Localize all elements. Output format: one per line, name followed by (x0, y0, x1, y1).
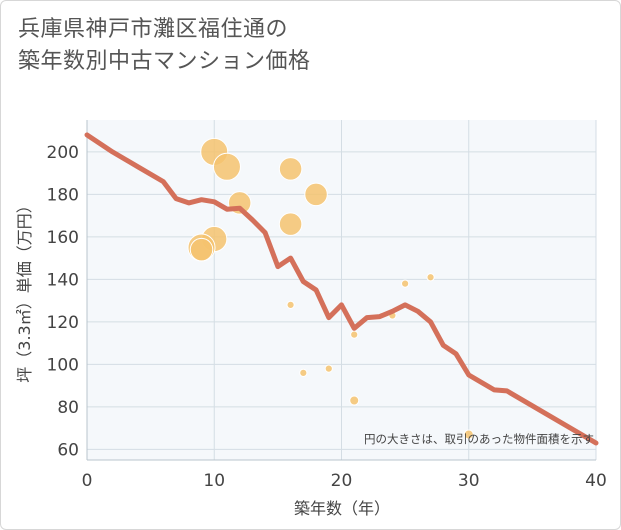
bubble-point (212, 152, 241, 181)
bubble-point (349, 395, 360, 406)
y-tick-label: 60 (57, 440, 79, 460)
x-tick-label: 40 (585, 471, 607, 491)
y-axis-ticks: 60 80 100 120 140 160 180 200 (47, 143, 79, 461)
y-tick-label: 120 (47, 313, 79, 333)
bubble-point (304, 182, 328, 207)
x-tick-label: 0 (82, 471, 93, 491)
bubble-point (463, 429, 474, 440)
y-axis-label: 坪（3.3㎡）単価（万円） (15, 197, 34, 382)
bubble-point (324, 364, 333, 373)
bubble-point (286, 300, 295, 309)
title-line-2: 築年数別中古マンション価格 (18, 49, 311, 74)
bubble-point (299, 368, 308, 377)
y-tick-label: 80 (57, 398, 79, 418)
bubble-point (278, 212, 303, 236)
y-tick-label: 100 (47, 355, 79, 375)
bubble-point (401, 279, 410, 288)
bubble-point (426, 273, 435, 282)
bubble-point (350, 330, 359, 339)
x-tick-label: 10 (203, 471, 225, 491)
x-tick-label: 30 (458, 471, 480, 491)
trend-line (84, 132, 599, 446)
y-tick-label: 180 (47, 185, 79, 205)
x-axis-label: 築年数（年） (294, 499, 390, 518)
trend-line-series (84, 132, 599, 446)
y-tick-label: 200 (47, 143, 79, 163)
x-axis-ticks: 0 10 20 30 40 (82, 471, 607, 491)
y-tick-label: 140 (47, 270, 79, 290)
title-line-1: 兵庫県神戸市灘区福住通の (18, 17, 289, 42)
bubble-point (189, 237, 214, 262)
y-tick-label: 160 (47, 228, 79, 248)
bubble-point (278, 157, 303, 181)
size-annotation: 円の大きさは、取引のあった物件面積を示す (364, 432, 594, 446)
bubble-series (187, 137, 474, 440)
x-tick-label: 20 (331, 471, 353, 491)
chart-title: 兵庫県神戸市灘区福住通の 築年数別中古マンション価格 (18, 14, 311, 78)
